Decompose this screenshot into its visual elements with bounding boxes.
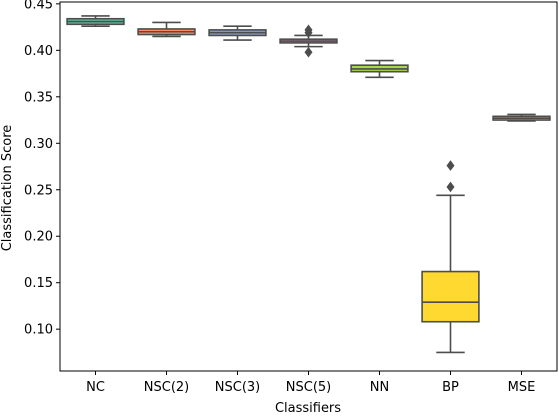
x-tick-label: MSE [508, 380, 536, 395]
y-axis: 0.10 0.15 0.20 0.25 0.30 0.35 0.40 0.45 [24, 0, 60, 338]
box-group-nn [350, 59, 409, 79]
x-tick-label: NSC(5) [286, 380, 331, 395]
outlier-point [446, 181, 455, 193]
x-tick-label: NSC(3) [215, 380, 260, 395]
y-tick-label: 0.15 [24, 276, 53, 291]
y-tick-label: 0.10 [24, 323, 53, 338]
y-tick-label: 0.35 [24, 90, 53, 105]
box-group-nsc-2 [137, 21, 196, 38]
y-tick-label: 0.30 [24, 137, 53, 152]
iqr-box [421, 270, 480, 323]
boxes-layer [66, 15, 551, 354]
x-tick-label: NSC(2) [144, 380, 189, 395]
outlier-point [304, 46, 313, 58]
box-group-nsc-3 [208, 25, 267, 41]
outlier-point [446, 160, 455, 171]
box-group-mse [492, 113, 551, 122]
y-tick-label: 0.40 [24, 44, 53, 59]
x-axis: NC NSC(2) NSC(3) NSC(5) NN BP MSE [86, 371, 535, 395]
x-tick-label: BP [442, 380, 459, 395]
box-group-nc [66, 15, 125, 27]
box-group-nsc-5 [279, 24, 338, 58]
y-tick-label: 0.25 [24, 183, 53, 198]
x-tick-label: NC [86, 380, 105, 395]
y-tick-label: 0.45 [24, 0, 53, 12]
box-group-bp [421, 160, 480, 354]
x-axis-label: Classifiers [275, 401, 341, 416]
x-tick-label: NN [370, 380, 389, 395]
y-tick-label: 0.20 [24, 230, 53, 245]
y-axis-label: Classification Score [0, 125, 15, 252]
outlier-point [304, 27, 313, 39]
